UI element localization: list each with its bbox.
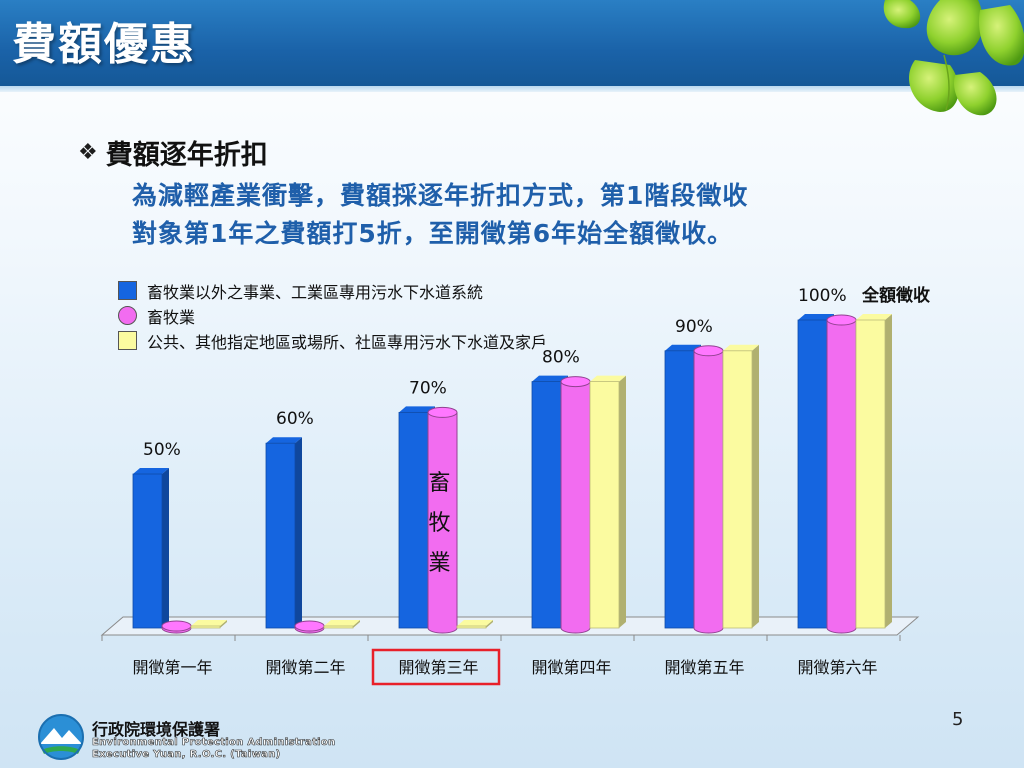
legend-label-series-2: 畜牧業 xyxy=(147,307,196,327)
bullet-heading-text: 費額逐年折扣 xyxy=(105,140,268,171)
x-tick-label-1: 開徵第一年 xyxy=(132,658,212,677)
x-tick-label-2: 開徵第二年 xyxy=(265,658,345,677)
legend-label-series-1: 畜牧業以外之事業、工業區專用污水下水道系統 xyxy=(147,282,484,302)
diamond-bullet-icon: ❖ xyxy=(78,140,98,165)
page-title: 費額優惠 xyxy=(12,19,196,70)
data-label-4: 80% xyxy=(542,348,580,368)
bar-2-6-top xyxy=(826,314,857,326)
bar-1-5-top xyxy=(665,344,701,351)
bar-3-2-side xyxy=(353,620,360,628)
org-name-chinese: 行政院環境保護署 xyxy=(92,720,221,739)
bar-3-4-top xyxy=(590,375,626,382)
leaves-decoration-icon xyxy=(883,0,1024,116)
bar-1-4 xyxy=(531,381,562,629)
description-line-2: 對象第1年之費額打5折，至開徵第6年始全額徵收。 xyxy=(132,219,734,248)
bar-2-5-top xyxy=(693,345,724,357)
legend-swatch-pink xyxy=(118,306,137,325)
bar-3-1 xyxy=(190,625,221,629)
title-underline xyxy=(0,86,1024,92)
data-label-3: 70% xyxy=(409,378,447,398)
full-collection-label: 全額徵收 xyxy=(861,285,930,306)
bar-2-3-top xyxy=(427,406,458,418)
bar-3-6-top xyxy=(856,314,892,320)
bar-1-2-side xyxy=(295,437,302,628)
bar-1-4-top xyxy=(532,375,568,382)
bar-1-3-top xyxy=(399,406,435,413)
bar-annotation-char-1: 畜 xyxy=(428,471,450,496)
epa-logo-icon xyxy=(38,714,84,760)
data-label-6: 100% xyxy=(798,286,847,306)
data-label-5: 90% xyxy=(675,317,713,337)
bar-annotation-char-2: 牧 xyxy=(428,511,450,536)
x-tick-label-5: 開徵第五年 xyxy=(664,658,744,677)
legend-swatch-yellow xyxy=(118,331,137,350)
page-number: 5 xyxy=(952,709,964,730)
x-tick-label-6: 開徵第六年 xyxy=(797,658,877,677)
bar-3-4-side xyxy=(619,375,626,628)
bar-2-5 xyxy=(693,350,724,634)
bar-3-1-top xyxy=(191,620,227,626)
data-label-2: 60% xyxy=(276,409,314,429)
bar-3-5-top xyxy=(723,344,759,351)
bar-1-1-side xyxy=(162,468,169,628)
bar-2-4-top xyxy=(560,376,591,388)
legend-item-series-1: 畜牧業以外之事業、工業區專用污水下水道系統 xyxy=(118,278,547,303)
bar-3-3 xyxy=(456,625,487,629)
bar-3-5-side xyxy=(752,344,759,628)
bullet-heading: ❖ 費額逐年折扣 xyxy=(78,133,268,172)
description-line-1: 為減輕產業衝擊，費額採逐年折扣方式，第1階段徵收 xyxy=(132,181,749,210)
highlight-box xyxy=(371,648,501,686)
bar-1-6 xyxy=(797,319,828,629)
bar-3-2 xyxy=(323,625,354,629)
legend-item-series-2: 畜牧業 xyxy=(118,303,547,328)
title-bar: 費額優惠 xyxy=(0,0,1024,86)
bar-3-6-side xyxy=(885,314,892,628)
legend-label-series-3: 公共、其他指定地區或場所、社區專用污水下水道及家戶 xyxy=(147,332,548,352)
legend-swatch-blue xyxy=(118,281,137,300)
bar-1-1-top xyxy=(133,468,169,474)
chart-floor xyxy=(100,616,920,636)
bar-3-5 xyxy=(722,350,753,629)
bar-1-5 xyxy=(664,350,695,629)
org-name-english-1: Environmental Protection Administration xyxy=(92,737,336,749)
bar-2-2-top xyxy=(294,620,325,632)
bar-1-6-top xyxy=(798,314,834,320)
bar-1-2-top xyxy=(266,437,302,444)
bar-3-3-side xyxy=(486,620,493,628)
bar-3-2-top xyxy=(324,620,360,626)
bar-1-3 xyxy=(398,411,429,629)
chart-legend: 畜牧業以外之事業、工業區專用污水下水道系統 畜牧業 公共、其他指定地區或場所、社… xyxy=(118,278,547,353)
bar-annotation-char-3: 業 xyxy=(428,551,450,576)
data-label-1: 50% xyxy=(143,440,181,460)
bar-1-2 xyxy=(265,442,296,629)
bar-2-6 xyxy=(826,319,857,634)
x-tick-label-3: 開徵第三年 xyxy=(398,658,478,677)
bar-2-4 xyxy=(560,381,591,634)
legend-item-series-3: 公共、其他指定地區或場所、社區專用污水下水道及家戶 xyxy=(118,328,547,353)
bar-3-1-side xyxy=(220,620,227,628)
bar-3-4 xyxy=(589,381,620,629)
x-tick-label-4: 開徵第四年 xyxy=(531,658,611,677)
bar-1-1 xyxy=(132,473,163,629)
org-name-english-2: Executive Yuan, R.O.C. (Taiwan) xyxy=(92,749,281,761)
bar-2-1-top xyxy=(161,620,192,632)
bar-3-3-top xyxy=(457,620,493,626)
bar-3-6 xyxy=(855,319,886,629)
